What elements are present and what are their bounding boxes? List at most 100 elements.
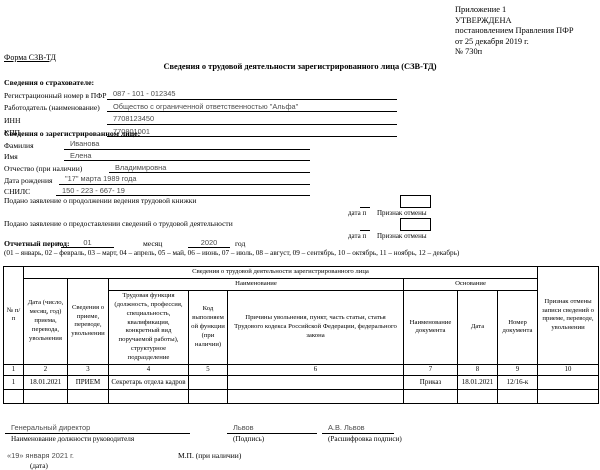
- statement-row: Подано заявление о продолжении ведения т…: [4, 194, 596, 217]
- firstname-field[interactable]: Елена: [64, 151, 310, 162]
- cell-empty[interactable]: [227, 388, 404, 404]
- col-header-num: № п/п: [3, 266, 24, 365]
- col-header-doc-number: Номер документа: [496, 290, 539, 365]
- cell-empty[interactable]: [108, 388, 189, 404]
- reporting-period-row: Отчетный период: * 01 месяц 2020 год: [4, 236, 596, 248]
- col-number: 1: [3, 363, 24, 376]
- col-number: 4: [108, 363, 189, 376]
- cancel-label: Признак отмены: [377, 232, 427, 240]
- col-header-doc-name: Наименование документа: [403, 290, 458, 365]
- col-number: 5: [188, 363, 228, 376]
- date-label: дата п: [348, 232, 367, 240]
- approval-line: Приложение 1: [455, 5, 507, 14]
- approval-line: от 25 декабря 2019 г.: [455, 36, 529, 46]
- period-year-field[interactable]: 2020: [188, 238, 230, 248]
- name-value[interactable]: А.В. Львов: [322, 423, 394, 434]
- cell-doc-date[interactable]: 18.01.2021: [457, 374, 498, 390]
- work-activity-table: № п/п Сведения о трудовой деятельности з…: [3, 266, 600, 404]
- kpp-field[interactable]: 770801001: [107, 127, 397, 137]
- statement-text: Подано заявление о продолжении ведения т…: [4, 196, 197, 205]
- col-number: 6: [227, 363, 404, 376]
- date-label: дата п: [348, 209, 367, 217]
- field-row: КПП 770801001: [4, 125, 397, 137]
- cancel-checkbox[interactable]: [400, 195, 431, 208]
- cell-empty[interactable]: [188, 388, 228, 404]
- field-label: Фамилия: [4, 140, 34, 150]
- cell-date[interactable]: 18.01.2021: [23, 374, 68, 390]
- field-row: СНИЛС 150 - 223 - 667- 19: [4, 185, 310, 197]
- cell-num[interactable]: 1: [3, 374, 24, 390]
- cell-event[interactable]: ПРИЕМ: [67, 374, 109, 390]
- col-header-event: Сведения о приеме, переводе, увольнении: [67, 278, 109, 365]
- table-row-empty: [3, 388, 600, 404]
- cell-empty[interactable]: [23, 388, 68, 404]
- birthdate-field[interactable]: "17" марта 1989 года: [59, 174, 310, 185]
- signature-value[interactable]: Львов: [227, 423, 317, 434]
- position-value[interactable]: Генеральный директор: [5, 423, 190, 434]
- cell-code[interactable]: [188, 374, 228, 390]
- surname-field[interactable]: Иванова: [64, 139, 310, 150]
- cell-doc-name[interactable]: Приказ: [403, 374, 458, 390]
- field-label: КПП: [4, 128, 21, 137]
- cancel-checkbox[interactable]: [400, 218, 431, 231]
- col-number: 7: [403, 363, 458, 376]
- column-number-row: 1 2 3 4 5 6 7 8 9 10: [3, 363, 600, 376]
- cell-empty[interactable]: [457, 388, 498, 404]
- date-fill-line[interactable]: [360, 207, 370, 208]
- month-label: месяц: [143, 239, 163, 248]
- cell-empty[interactable]: [496, 388, 539, 404]
- date-fill-line[interactable]: [360, 230, 370, 231]
- table-row: 1 18.01.2021 ПРИЕМ Секретарь отдела кадр…: [3, 374, 600, 390]
- patronymic-field[interactable]: Владимировна: [109, 163, 310, 174]
- form-title: Сведения о трудовой деятельности зарегис…: [163, 62, 437, 71]
- approval-line: № 730п: [455, 47, 483, 57]
- field-label: Регистрационный номер в ПФР: [4, 90, 107, 100]
- snils-field[interactable]: 150 - 223 - 667- 19: [56, 186, 310, 197]
- year-label: год: [235, 239, 246, 248]
- col-header-date: Дата (число, месяц, год) приема, перевод…: [23, 278, 68, 365]
- field-label: Имя: [4, 152, 18, 162]
- field-row: Дата рождения "17" марта 1989 года: [4, 173, 310, 185]
- months-legend: (01 – январь, 02 – февраль, 03 – март, 0…: [4, 249, 460, 257]
- col-header-cancel: Признак отмены записи сведений о приеме,…: [537, 266, 600, 365]
- field-label: Отчество (при наличии): [4, 164, 83, 174]
- col-number: 9: [496, 363, 539, 376]
- cell-empty[interactable]: [67, 388, 109, 404]
- period-label: Отчетный период:: [4, 239, 70, 248]
- footer-date-value[interactable]: «19» января 2021 г.: [7, 451, 74, 460]
- cell-dismissal[interactable]: [227, 374, 404, 390]
- registration-number-field[interactable]: 087 - 101 - 012345: [107, 89, 397, 100]
- statements-section: Подано заявление о продолжении ведения т…: [4, 194, 596, 240]
- signature-block: Львов (Подпись): [227, 423, 317, 443]
- form-code-label: Форма СЗВ-ТД: [4, 53, 56, 62]
- position-caption: Наименование должности руководителя: [11, 435, 135, 443]
- cell-empty[interactable]: [537, 388, 600, 404]
- field-row: Работодатель (наименование) Общество с о…: [4, 100, 397, 112]
- col-header-code: Код выполняемой функции (при наличии): [188, 290, 228, 365]
- group-header-name: Наименование: [108, 278, 404, 291]
- statement-text: Подано заявление о предоставлении сведен…: [4, 219, 233, 228]
- table-span-header: Сведения о трудовой деятельности зарегис…: [22, 266, 539, 279]
- name-caption: (Расшифровка подписи): [328, 435, 402, 443]
- field-row: Фамилия Иванова: [4, 138, 310, 150]
- inn-field[interactable]: 7708123450: [107, 114, 397, 125]
- col-number: 3: [67, 363, 109, 376]
- col-header-dismissal: Причины увольнения, пункт, часть статьи,…: [227, 290, 404, 365]
- cell-empty[interactable]: [403, 388, 458, 404]
- field-label: Дата рождения: [4, 175, 53, 185]
- insurer-heading: Сведения о страхователе:: [4, 78, 95, 87]
- insurer-section: Сведения о страхователе: Регистрационный…: [4, 78, 397, 137]
- cell-cancel[interactable]: [537, 374, 600, 390]
- signature-caption: (Подпись): [233, 435, 265, 443]
- col-number: 10: [537, 363, 600, 376]
- field-row: Регистрационный номер в ПФР 087 - 101 - …: [4, 87, 397, 100]
- person-heading: Сведения о зарегистрированном лице:: [4, 129, 141, 138]
- cell-function[interactable]: Секретарь отдела кадров: [108, 374, 189, 390]
- cell-doc-number[interactable]: 12/16-к: [496, 374, 539, 390]
- period-month-field[interactable]: 01: [61, 238, 114, 248]
- field-label: ИНН: [4, 115, 21, 125]
- cell-empty[interactable]: [3, 388, 24, 404]
- field-row: Отчество (при наличии) Владимировна: [4, 161, 310, 174]
- employer-name-field[interactable]: Общество с ограниченной ответственностью…: [107, 102, 397, 112]
